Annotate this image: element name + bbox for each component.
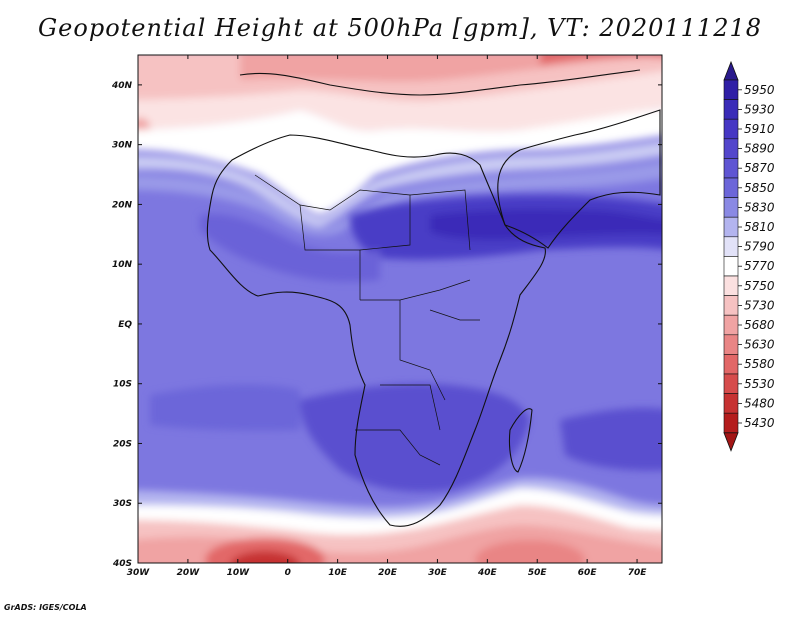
colorbar-bin bbox=[723, 236, 739, 257]
colorbar-bin bbox=[723, 334, 739, 355]
lon-tick-label: 70E bbox=[628, 568, 648, 578]
lat-tick-label: 10N bbox=[112, 260, 133, 270]
plot-frame bbox=[137, 54, 663, 564]
lat-tick-label: 20S bbox=[113, 439, 132, 449]
colorbar-bin bbox=[723, 256, 739, 277]
lon-tick-label: 10W bbox=[227, 568, 251, 578]
colorbar-level-label: 5630 bbox=[744, 338, 775, 352]
colorbar-bin bbox=[723, 295, 739, 316]
colorbar-level-label: 5530 bbox=[744, 377, 775, 391]
lat-axis: 40N 30N 20N 10N EQ 10S 20S 30S 40S bbox=[111, 81, 662, 569]
lon-tick-label: 60E bbox=[578, 568, 598, 578]
colorbar-bottom-arrow bbox=[723, 432, 739, 452]
colorbar-bin bbox=[723, 275, 739, 296]
colorbar-bin bbox=[723, 138, 739, 159]
lon-tick-label: 30E bbox=[428, 568, 448, 578]
colorbar-level-label: 5950 bbox=[744, 83, 775, 97]
grads-credit: GrADS: IGES/COLA bbox=[4, 603, 87, 612]
lat-tick-label: 20N bbox=[112, 200, 133, 210]
colorbar-bin bbox=[723, 393, 739, 414]
lat-tick-label: EQ bbox=[118, 320, 132, 330]
colorbar-bin bbox=[723, 197, 739, 218]
lon-tick-label: 20W bbox=[177, 568, 201, 578]
colorbar-bin bbox=[723, 177, 739, 198]
colorbar-level-label: 5770 bbox=[744, 259, 775, 273]
lon-tick-label: 20E bbox=[378, 568, 398, 578]
colorbar-bin bbox=[723, 99, 739, 120]
colorbar-bin bbox=[723, 118, 739, 140]
lat-tick-label: 30S bbox=[113, 499, 132, 509]
map-title: Geopotential Height at 500hPa [gpm], VT:… bbox=[38, 14, 762, 42]
colorbar-level-label: 5870 bbox=[744, 161, 775, 175]
colorbar-bin bbox=[723, 216, 739, 238]
colorbar-level-label: 5580 bbox=[744, 357, 775, 371]
lon-tick-label: 40E bbox=[477, 568, 498, 578]
colorbar-level-label: 5750 bbox=[744, 279, 775, 293]
lat-tick-label: 40S bbox=[112, 559, 132, 569]
colorbar-level-label: 5850 bbox=[744, 181, 775, 195]
lat-tick-label: 30N bbox=[112, 141, 133, 151]
colorbar-level-label: 5810 bbox=[744, 220, 775, 234]
country-borders bbox=[254, 174, 480, 466]
colorbar-bin bbox=[723, 158, 739, 179]
lon-axis: 30W 20W 10W 0 10E 20E 30E 40E 50E 60E 70E bbox=[127, 55, 647, 578]
colorbar-top-arrow bbox=[723, 60, 739, 81]
colorbar-level-label: 5830 bbox=[744, 200, 775, 214]
lon-tick-label: 0 bbox=[285, 568, 291, 578]
colorbar-bin bbox=[723, 412, 739, 434]
colorbar-level-label: 5480 bbox=[744, 396, 775, 410]
coastlines bbox=[206, 69, 661, 527]
colorbar-level-label: 5890 bbox=[744, 142, 775, 156]
colorbar-bin bbox=[723, 79, 739, 100]
lon-tick-label: 10E bbox=[328, 568, 348, 578]
lon-tick-label: 30W bbox=[127, 568, 151, 578]
colorbar-level-label: 5680 bbox=[744, 318, 775, 332]
lat-tick-label: 40N bbox=[111, 81, 133, 91]
colorbar-bin bbox=[723, 373, 739, 394]
colorbar-level-label: 5730 bbox=[744, 298, 775, 312]
colorbar-level-label: 5910 bbox=[744, 122, 775, 136]
colorbar-bin bbox=[723, 354, 739, 375]
colorbar-bin bbox=[723, 314, 739, 336]
colorbar: 5950 5930 5910 5890 5870 5850 5830 5810 5790 5770… bbox=[723, 60, 775, 452]
lon-tick-label: 50E bbox=[528, 568, 548, 578]
colorbar-level-label: 5930 bbox=[744, 102, 775, 116]
colorbar-level-label: 5430 bbox=[744, 416, 775, 430]
lat-tick-label: 10S bbox=[113, 380, 132, 390]
colorbar-level-label: 5790 bbox=[744, 240, 775, 254]
